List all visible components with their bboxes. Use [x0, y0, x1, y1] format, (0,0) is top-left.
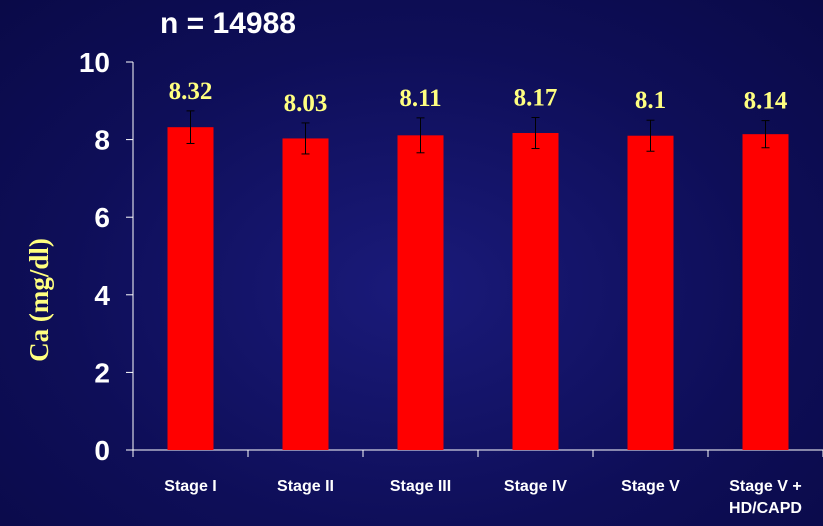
value-label: 8.03 — [284, 90, 328, 117]
y-tick-label: 2 — [94, 357, 110, 388]
category-label: Stage V — [621, 478, 680, 495]
y-tick-label: 4 — [94, 280, 110, 311]
category-label: Stage II — [277, 478, 334, 495]
error-bars — [186, 110, 770, 155]
chart-title: n = 14988 — [160, 7, 296, 40]
bars — [167, 127, 789, 451]
axes: 0 2 4 6 8 10 — [79, 47, 823, 466]
y-tick-label: 10 — [79, 47, 110, 78]
bar — [167, 127, 214, 451]
bar — [627, 135, 674, 450]
y-tick-label: 6 — [94, 202, 110, 233]
category-label: Stage III — [390, 478, 451, 495]
value-label: 8.11 — [399, 85, 441, 112]
bar — [512, 133, 559, 450]
value-labels: 8.32 8.03 8.11 8.17 8.1 8.14 — [169, 78, 788, 117]
bar — [742, 134, 789, 450]
category-labels: Stage I Stage II Stage III Stage IV Stage V S… — [164, 478, 802, 517]
y-axis-label: Ca (mg/dl) — [24, 238, 54, 362]
value-label: 8.32 — [169, 78, 213, 105]
y-tick-label: 8 — [94, 125, 110, 156]
bar — [282, 138, 329, 450]
category-label: HD/CAPD — [729, 500, 802, 517]
value-label: 8.1 — [635, 87, 666, 114]
category-label: Stage IV — [504, 478, 567, 495]
bar — [397, 135, 444, 450]
value-label: 8.14 — [744, 88, 788, 115]
category-label: Stage I — [164, 478, 216, 495]
y-tick-label: 0 — [94, 435, 110, 466]
value-label: 8.17 — [514, 84, 558, 111]
category-label: Stage V + — [729, 478, 801, 495]
